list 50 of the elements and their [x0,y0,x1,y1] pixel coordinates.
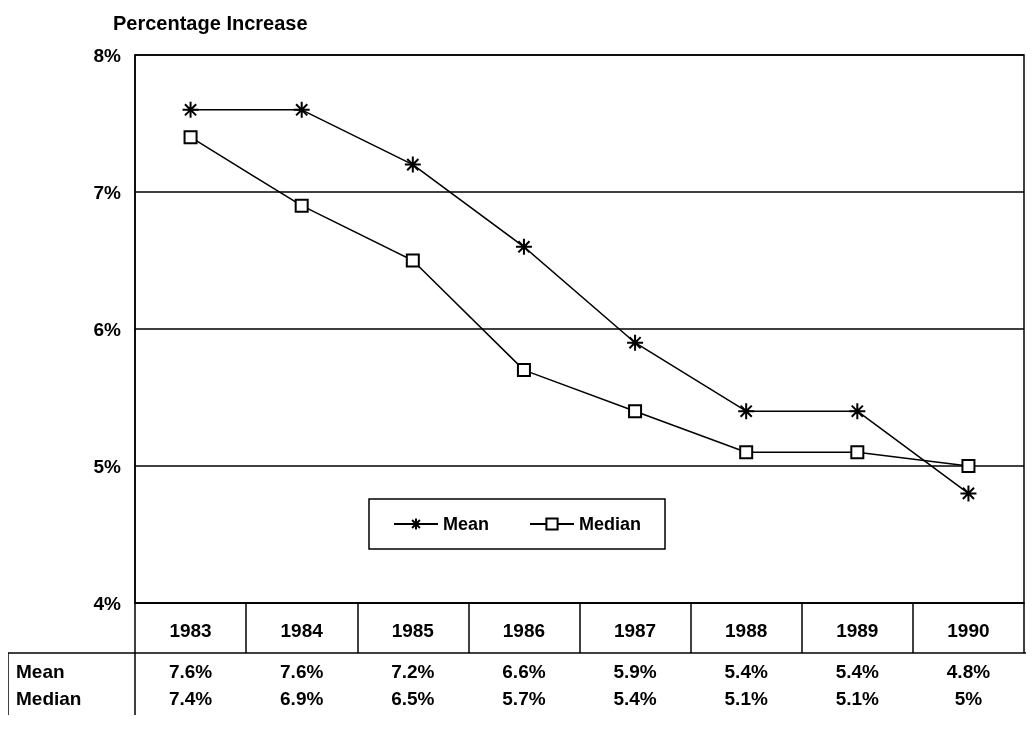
point [292,100,311,119]
legend-label: Median [579,514,642,534]
point [959,484,978,503]
data-label: 5.7% [502,687,546,709]
legend-label: Mean [442,514,490,534]
x-tick-label: 1986 [502,620,546,641]
point [848,402,867,421]
data-label: 5.1% [835,687,880,709]
point [514,237,533,256]
data-label: 5% [954,687,983,709]
data-label: 5.4% [835,660,880,682]
point [181,100,200,119]
data-label: 7.6% [280,660,324,682]
point [294,198,309,213]
x-tick-label: 1987 [613,620,657,641]
point [961,459,976,473]
y-tick-label: 5% [93,455,122,477]
point [850,445,865,460]
chart-title: Percentage Increase [113,12,308,34]
y-tick-label: 7% [93,181,122,203]
data-label: 7.2% [391,660,435,682]
y-tick-label: 6% [93,318,122,340]
x-tick-label: 1988 [725,620,768,641]
x-tick-label: 1984 [280,620,324,641]
data-label: 5.9% [613,660,657,682]
data-label: 5.4% [613,687,657,709]
data-label: 5.4% [724,660,768,682]
x-tick-label: 1985 [391,620,435,641]
data-label: 6.6% [502,660,546,682]
point [403,155,422,174]
x-tick-label: 1990 [947,620,990,641]
x-tick-label: 1983 [169,620,212,641]
point [739,445,754,460]
point [628,404,643,419]
data-label: 7.6% [168,660,213,682]
point [516,363,531,378]
data-label: 6.9% [280,687,324,709]
point [626,333,645,352]
x-tick-label: 1989 [836,620,879,641]
y-tick-label: 8% [93,44,122,66]
data-label: 4.8% [946,660,991,682]
text: Mean [16,660,65,682]
data-label: 7.4% [168,687,213,709]
data-label: 5.1% [724,687,768,709]
data-label: 6.5% [391,687,435,709]
point [183,130,198,145]
y-tick-label: 4% [93,592,122,614]
point [737,402,756,421]
text: Median [16,687,82,709]
point [405,253,420,268]
